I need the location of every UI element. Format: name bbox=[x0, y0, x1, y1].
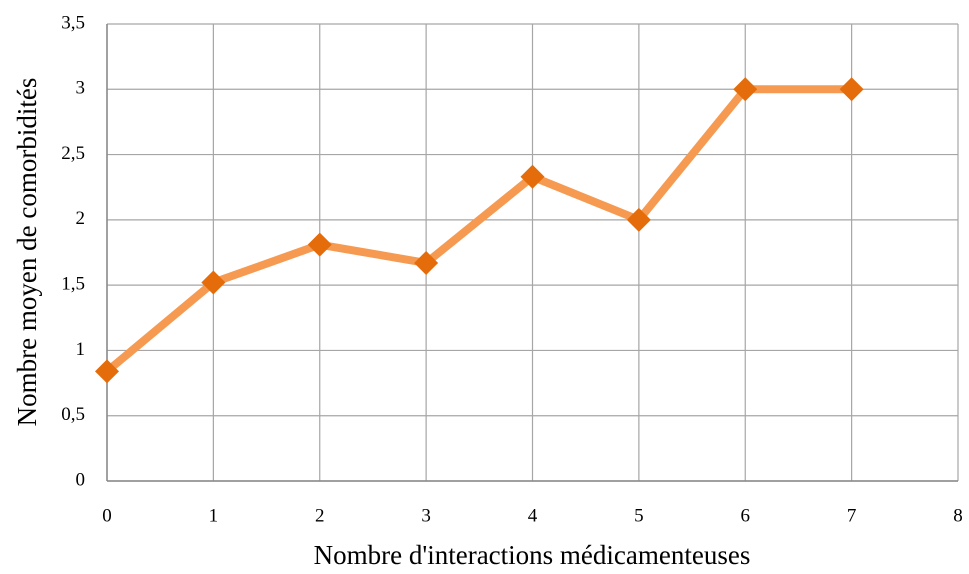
y-tick-label: 1,5 bbox=[61, 274, 85, 295]
x-tick-label: 6 bbox=[741, 505, 751, 526]
y-tick-label: 2 bbox=[76, 208, 86, 229]
data-marker bbox=[307, 232, 332, 257]
x-tick-label: 2 bbox=[315, 505, 325, 526]
data-marker bbox=[414, 250, 439, 275]
x-tick-label: 7 bbox=[847, 505, 857, 526]
y-tick-label: 0 bbox=[76, 469, 86, 490]
x-axis-label: Nombre d'interactions médicamenteuses bbox=[314, 540, 751, 570]
data-line bbox=[104, 85, 852, 375]
x-tick-label: 4 bbox=[528, 505, 538, 526]
x-tick-label: 3 bbox=[421, 505, 431, 526]
data-marker bbox=[626, 207, 651, 232]
data-marker bbox=[520, 164, 545, 189]
y-tick-label: 2,5 bbox=[61, 143, 85, 164]
y-axis-label: Nombre moyen de comorbidités bbox=[12, 78, 42, 427]
y-tick-label: 1 bbox=[76, 339, 86, 360]
data-marker bbox=[95, 359, 119, 384]
x-tick-label: 0 bbox=[102, 505, 112, 526]
x-tick-label: 1 bbox=[209, 505, 219, 526]
y-tick-label: 0,5 bbox=[61, 404, 85, 425]
y-tick-label: 3,5 bbox=[61, 12, 85, 33]
data-marker bbox=[201, 270, 226, 295]
x-tick-label: 5 bbox=[634, 505, 644, 526]
data-marker bbox=[733, 77, 758, 102]
data-marker bbox=[839, 77, 864, 102]
y-tick-label: 3 bbox=[76, 78, 86, 99]
x-tick-label: 8 bbox=[953, 505, 963, 526]
